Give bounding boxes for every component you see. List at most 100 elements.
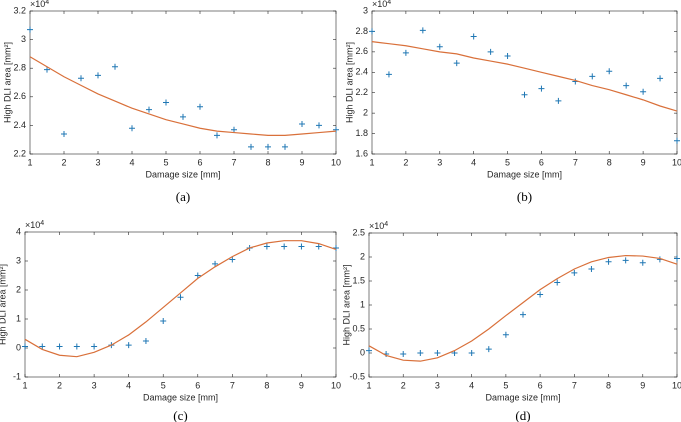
x-tick-label: 4 xyxy=(469,380,474,390)
data-point xyxy=(39,343,46,350)
y-tick-label: 0 xyxy=(16,342,21,352)
data-point xyxy=(197,103,203,110)
data-point xyxy=(434,350,441,356)
x-tick-label: 4 xyxy=(126,380,131,390)
data-point xyxy=(538,85,545,92)
x-tick-label: 8 xyxy=(606,380,611,390)
data-point xyxy=(212,260,219,267)
x-tick-label: 6 xyxy=(195,380,200,390)
caption: (a) xyxy=(176,189,190,204)
data-point xyxy=(470,33,477,40)
x-axis-label: Damage size [mm] xyxy=(485,392,560,402)
data-point xyxy=(419,27,426,34)
plot-area xyxy=(368,232,678,378)
y-multiplier: ×104 xyxy=(369,221,388,232)
data-point xyxy=(194,272,201,279)
x-tick-label: 3 xyxy=(92,380,97,390)
data-point xyxy=(504,52,511,59)
y-axis-label: High DLI area [mm²] xyxy=(0,264,7,345)
data-point xyxy=(22,343,28,350)
y-tick-label: 4 xyxy=(16,226,21,236)
data-point xyxy=(142,338,149,345)
x-tick-label: 10 xyxy=(331,380,341,390)
y-axis-label: High DLI area [mm²] xyxy=(341,264,351,345)
y-tick-label: 1.8 xyxy=(355,128,368,138)
x-tick-label: 4 xyxy=(129,157,134,167)
panel: 1 2 3 4 5 6 7 8 9 101.61.822.22.42.62.83×104Damag… xyxy=(344,0,681,204)
x-tick-label: 5 xyxy=(163,157,168,167)
y-tick-label: 2.4 xyxy=(13,120,26,130)
data-point xyxy=(639,259,646,266)
data-point xyxy=(453,60,460,67)
x-tick-label: 2 xyxy=(57,380,62,390)
data-point xyxy=(177,294,184,301)
data-point xyxy=(589,73,596,80)
data-point xyxy=(44,66,50,73)
x-tick-label: 5 xyxy=(161,380,166,390)
data-point xyxy=(299,120,305,127)
data-point xyxy=(129,125,135,132)
data-point xyxy=(265,143,271,150)
y-tick-label: 3.2 xyxy=(13,5,26,15)
data-point xyxy=(385,71,392,78)
data-point xyxy=(402,49,409,56)
data-point xyxy=(417,350,424,356)
data-point xyxy=(521,91,528,98)
y-tick-label: 2.2 xyxy=(355,87,368,97)
data-point xyxy=(95,72,101,79)
y-tick-label: 1.5 xyxy=(352,275,365,285)
data-point xyxy=(316,122,322,129)
y-tick-label: 3 xyxy=(21,34,26,44)
data-point xyxy=(163,99,169,106)
y-tick-label: 2.2 xyxy=(13,148,26,158)
x-tick-label: 6 xyxy=(539,157,544,167)
fit-line xyxy=(371,41,678,112)
x-tick-label: 7 xyxy=(230,380,235,390)
data-point xyxy=(588,266,595,272)
data-point xyxy=(91,343,98,350)
data-point xyxy=(400,350,407,357)
x-tick-label: 5 xyxy=(505,157,510,167)
y-tick-label: 3 xyxy=(16,255,21,265)
x-tick-label: 7 xyxy=(231,157,236,167)
data-point xyxy=(537,291,544,298)
y-tick-label: 2.5 xyxy=(352,227,365,237)
data-point xyxy=(487,48,494,55)
x-tick-label: 3 xyxy=(95,157,100,167)
multiplier-exponent: 4 xyxy=(40,220,44,227)
x-tick-label: 8 xyxy=(264,380,269,390)
x-tick-label: 7 xyxy=(572,380,577,390)
multiplier-exponent: 4 xyxy=(387,0,391,6)
y-tick-label: 2 xyxy=(360,251,365,261)
x-tick-label: 4 xyxy=(471,157,476,167)
y-axis-label: High DLI area [mm²] xyxy=(2,42,12,123)
x-tick-label: 6 xyxy=(538,380,543,390)
data-point xyxy=(231,126,237,133)
x-tick-label: 10 xyxy=(672,380,681,390)
data-point xyxy=(282,143,288,150)
x-tick-label: 2 xyxy=(403,157,408,167)
multiplier-base: ×10 xyxy=(25,220,40,230)
y-tick-label: 2.6 xyxy=(355,46,368,56)
x-tick-label: 3 xyxy=(437,157,442,167)
x-tick-label: 9 xyxy=(640,380,645,390)
fit-line xyxy=(29,56,337,137)
data-point xyxy=(333,244,339,251)
caption: (b) xyxy=(517,189,532,204)
data-point xyxy=(674,255,680,262)
multiplier-exponent: 4 xyxy=(45,0,49,6)
x-tick-label: 6 xyxy=(197,157,202,167)
x-axis-label: Damage size [mm] xyxy=(487,169,562,179)
data-point xyxy=(214,132,220,139)
data-point xyxy=(180,113,186,120)
caption: (d) xyxy=(515,408,530,422)
y-tick-label: 1 xyxy=(16,313,21,323)
x-tick-label: 9 xyxy=(299,380,304,390)
y-tick-label: 2.6 xyxy=(13,91,26,101)
x-tick-label: 1 xyxy=(366,380,371,390)
x-tick-label: 8 xyxy=(265,157,270,167)
data-point xyxy=(571,269,578,276)
x-tick-label: 1 xyxy=(27,157,32,167)
x-tick-label: 1 xyxy=(22,380,27,390)
